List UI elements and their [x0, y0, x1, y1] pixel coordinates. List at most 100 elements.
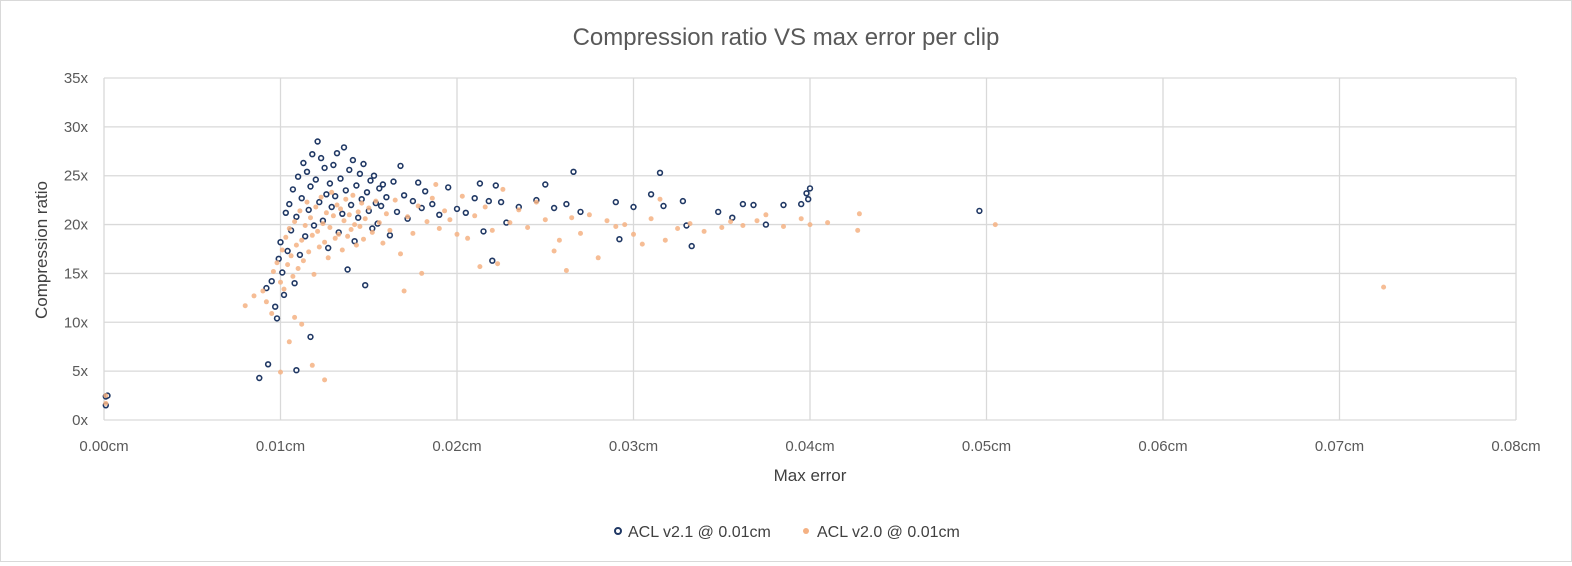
data-point [436, 211, 443, 219]
data-point [251, 293, 257, 299]
data-point [616, 236, 623, 243]
data-point [314, 138, 321, 145]
data-point [563, 200, 570, 208]
data-point [353, 182, 360, 189]
data-point [355, 209, 361, 215]
data-point [282, 209, 289, 217]
data-point [445, 184, 452, 191]
data-point [410, 230, 416, 236]
data-point [300, 258, 306, 264]
data-point [277, 239, 284, 246]
data-point [299, 237, 305, 243]
data-point [415, 179, 422, 186]
data-point [278, 369, 283, 375]
data-point [763, 212, 769, 218]
data-point [595, 255, 601, 261]
data-point [613, 224, 619, 229]
data-point [762, 221, 770, 228]
data-point [316, 244, 322, 250]
data-point [804, 196, 812, 203]
data-point [516, 207, 522, 213]
data-point [433, 182, 439, 187]
data-point [363, 189, 371, 196]
data-point [781, 224, 786, 229]
data-point [482, 204, 488, 210]
data-point [281, 286, 287, 292]
data-point [376, 220, 382, 226]
data-point [294, 173, 302, 180]
data-point [356, 170, 364, 178]
y-tick-label: 20x [64, 217, 89, 234]
data-point [578, 230, 583, 236]
data-point [295, 266, 301, 271]
data-point [551, 248, 557, 254]
data-point [377, 202, 385, 210]
data-point [370, 172, 378, 179]
gridlines [103, 77, 1517, 421]
data-point [419, 270, 425, 276]
data-point [323, 210, 329, 216]
data-point [316, 198, 323, 206]
data-point [347, 201, 355, 209]
data-point [495, 261, 501, 267]
data-point [542, 181, 549, 188]
legend-marker-series-1 [614, 527, 622, 535]
data-point [485, 197, 492, 205]
data-point [806, 185, 814, 192]
data-point [660, 202, 667, 210]
data-point [350, 192, 356, 198]
data-point [307, 183, 314, 190]
data-point [639, 241, 645, 247]
data-point [329, 189, 335, 195]
data-point [338, 206, 343, 212]
data-point [288, 253, 294, 259]
data-point [656, 169, 664, 177]
y-axis-label: Compression ratio [32, 181, 51, 319]
data-point [462, 209, 469, 217]
data-point [533, 199, 539, 205]
data-point [302, 223, 308, 228]
data-point [367, 177, 374, 184]
data-point [376, 185, 383, 192]
data-point [353, 242, 359, 248]
data-point [647, 191, 655, 198]
data-point [304, 199, 310, 205]
data-point [306, 249, 312, 255]
data-point [387, 227, 393, 233]
data-point [325, 255, 331, 261]
tick-labels: 0x 5x 10x 15x 20x 25x 30x 35x 0.00cm 0.01cm 0.02cm… [64, 70, 1541, 455]
data-point [492, 182, 499, 189]
data-point [453, 205, 461, 213]
y-tick-label: 35x [64, 70, 89, 87]
data-point [436, 226, 442, 231]
x-tick-label: 0.00cm [79, 438, 128, 455]
y-tick-label: 15x [64, 265, 89, 282]
data-point [798, 216, 804, 222]
x-tick-label: 0.02cm [432, 438, 481, 455]
data-point [480, 228, 487, 235]
data-point [454, 231, 460, 237]
data-point [330, 161, 337, 169]
data-point [320, 221, 326, 227]
data-point [392, 197, 398, 203]
data-point [333, 150, 341, 157]
data-point [563, 268, 569, 273]
data-point [662, 237, 668, 243]
data-point [268, 278, 275, 285]
data-point [307, 333, 314, 341]
y-tick-label: 10x [64, 314, 89, 331]
data-point [740, 223, 746, 228]
data-point [409, 197, 417, 205]
data-point [315, 228, 321, 234]
data-point [283, 234, 289, 240]
data-point [429, 200, 436, 208]
y-tick-label: 25x [64, 168, 89, 185]
data-point [269, 311, 275, 316]
data-point [397, 162, 404, 170]
data-point [471, 195, 478, 202]
data-point [352, 222, 358, 228]
data-point [401, 288, 407, 294]
data-point [687, 221, 693, 227]
data-point [273, 315, 281, 322]
